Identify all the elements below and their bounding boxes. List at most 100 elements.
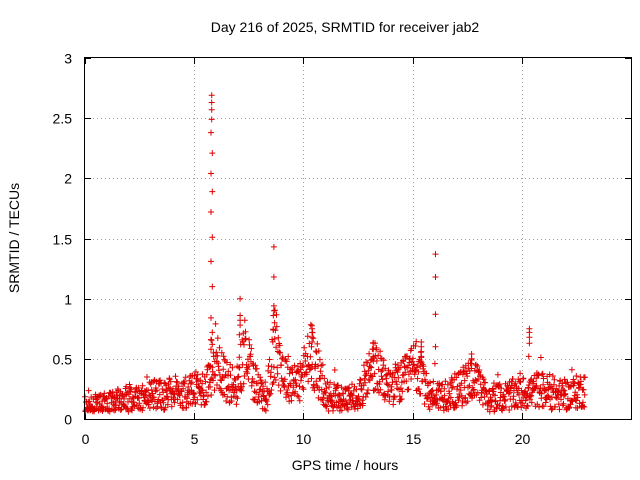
data-point [342, 397, 349, 404]
data-point [245, 363, 252, 370]
data-point [246, 336, 253, 343]
y-tick-label: 1.5 [53, 232, 73, 248]
data-point [315, 348, 322, 354]
data-point [452, 404, 459, 411]
data-point [567, 401, 574, 408]
data-point [480, 376, 487, 383]
data-point [574, 391, 580, 398]
data-point [274, 370, 281, 377]
data-point [313, 378, 320, 385]
data-point [384, 381, 391, 388]
data-point [570, 376, 577, 383]
data-point [208, 258, 214, 265]
data-point [426, 406, 433, 413]
data-point [438, 388, 444, 395]
data-point [294, 392, 301, 399]
data-point [458, 380, 465, 387]
data-point [539, 371, 545, 378]
data-point [301, 344, 308, 351]
data-point [321, 375, 328, 382]
data-point [232, 384, 239, 390]
data-point [427, 379, 433, 386]
data-point [283, 358, 290, 365]
data-point [161, 379, 168, 386]
data-point [321, 388, 328, 395]
data-point [308, 375, 315, 382]
data-point [359, 400, 366, 407]
data-point [522, 397, 529, 404]
data-point [432, 343, 439, 350]
data-point [314, 340, 321, 347]
data-point [211, 371, 218, 378]
data-point [234, 395, 241, 402]
data-point [461, 395, 467, 402]
data-point [370, 358, 377, 365]
data-point [197, 377, 204, 384]
data-point [489, 397, 495, 403]
data-point [185, 391, 192, 398]
data-point [214, 352, 221, 359]
data-point [427, 398, 434, 405]
data-point [376, 389, 382, 396]
data-point [326, 384, 332, 391]
data-point [223, 359, 230, 366]
data-point [561, 376, 568, 383]
data-point [291, 362, 298, 369]
data-point [345, 406, 351, 413]
data-point [558, 396, 564, 403]
y-tick-label: 3 [64, 51, 72, 67]
y-tick-label: 2 [64, 171, 72, 187]
data-point [262, 397, 269, 404]
data-point [212, 320, 219, 327]
data-point [573, 373, 580, 379]
data-point [236, 364, 243, 371]
data-point [201, 402, 208, 408]
data-point [180, 385, 187, 392]
data-point [237, 295, 244, 302]
data-point [533, 375, 540, 382]
data-point [323, 385, 330, 392]
data-point [370, 340, 377, 347]
data-point [273, 323, 280, 330]
data-point [139, 382, 146, 389]
data-point [268, 369, 274, 376]
data-point [262, 407, 269, 414]
data-point [377, 348, 384, 355]
data-point [237, 322, 244, 329]
data-point [380, 357, 387, 364]
data-point [162, 404, 169, 411]
data-point [525, 353, 532, 360]
data-point [502, 397, 509, 404]
data-point [257, 374, 264, 381]
data-point [474, 363, 481, 370]
data-point [182, 374, 189, 381]
data-point [322, 389, 329, 396]
data-point [240, 380, 247, 387]
data-point [164, 388, 171, 394]
data-point [393, 378, 400, 385]
data-point [227, 361, 234, 368]
data-point [208, 392, 215, 398]
data-point [264, 401, 271, 408]
data-point [362, 394, 369, 400]
data-point [394, 369, 401, 376]
data-point [462, 394, 469, 401]
data-point [405, 386, 412, 393]
data-point [208, 92, 215, 99]
data-point [307, 321, 314, 328]
data-point [237, 341, 244, 348]
data-point [281, 376, 288, 383]
data-point [225, 368, 232, 375]
data-point [496, 402, 503, 409]
data-point [214, 382, 220, 388]
data-point [442, 378, 449, 385]
data-point [266, 356, 273, 363]
data-point [117, 407, 124, 413]
data-point [156, 391, 163, 398]
data-point [482, 379, 489, 386]
data-point [194, 396, 201, 403]
data-point [505, 390, 512, 397]
data-point [168, 403, 175, 410]
data-point [391, 394, 398, 401]
